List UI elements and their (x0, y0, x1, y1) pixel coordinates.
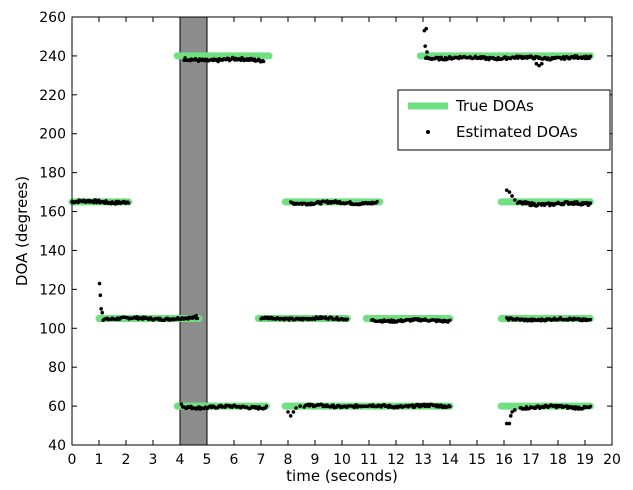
y-tick-label: 60 (48, 399, 66, 415)
y-axis-label: DOA (degrees) (13, 176, 31, 286)
estimated-doa-point (288, 414, 293, 418)
estimated-doa-point (504, 188, 509, 192)
x-tick-label: 11 (360, 452, 378, 468)
x-tick-label: 18 (549, 452, 567, 468)
legend-label-estimated-doa: Estimated DOAs (456, 123, 578, 141)
estimated-doa-point (98, 293, 103, 298)
estimated-doa-point (99, 307, 103, 311)
x-tick-label: 3 (149, 452, 158, 468)
estimated-doa-point (588, 317, 593, 322)
x-tick-label: 13 (414, 452, 432, 468)
estimated-doa-point (410, 403, 415, 407)
y-tick-label: 120 (39, 282, 66, 298)
estimated-doa-point (291, 410, 296, 414)
estimated-doa-point (504, 421, 509, 426)
estimated-doa-point (294, 406, 298, 410)
estimated-doa-point (448, 318, 452, 322)
y-tick-label: 240 (39, 49, 66, 65)
x-tick-label: 7 (257, 452, 266, 468)
estimated-doa-point (194, 313, 198, 318)
estimated-doa-point (423, 44, 427, 48)
x-tick-label: 12 (387, 452, 405, 468)
estimated-doa-point (513, 408, 517, 412)
estimated-doa-point (588, 404, 593, 409)
legend-label-true-doa: True DOAs (455, 97, 534, 115)
y-tick-label: 80 (48, 360, 66, 376)
estimated-doa-point (513, 198, 517, 202)
estimated-doa-point (100, 310, 105, 315)
estimated-doa-point (448, 404, 452, 409)
estimated-doa-point (91, 200, 96, 205)
y-tick-label: 200 (39, 127, 66, 143)
x-tick-label: 9 (311, 452, 320, 468)
y-tick-label: 100 (39, 321, 66, 337)
axes: 0 1 2 3 4 5 6 7 8 9 10 11 12 13 14 15 16 17 18 19 2040608010… (39, 10, 621, 468)
estimated-doa-point (508, 414, 513, 418)
estimated-doa-point (127, 201, 131, 205)
shaded-region-layer (179, 16, 208, 446)
x-tick-label: 6 (230, 452, 239, 468)
y-tick-label: 220 (39, 88, 66, 104)
estimated-doa-point (262, 59, 266, 64)
x-tick-label: 0 (68, 452, 77, 468)
estimated-doa-point (507, 421, 512, 426)
x-tick-label: 16 (495, 452, 513, 468)
x-tick-label: 15 (468, 452, 486, 468)
x-tick-label: 8 (284, 452, 293, 468)
estimated-doa-point (286, 410, 290, 414)
x-axis-label: time (seconds) (286, 467, 398, 485)
estimated-doa-point (179, 402, 184, 406)
estimated-doa-point (588, 54, 593, 58)
x-tick-label: 1 (95, 452, 104, 468)
estimated-doa-point (424, 26, 429, 31)
y-tick-label: 180 (39, 166, 66, 182)
plot-area (72, 17, 612, 445)
legend-swatch-estimated-doa (426, 130, 430, 134)
x-tick-label: 5 (203, 452, 212, 468)
estimated-doa-point (345, 317, 350, 321)
estimated-doa-point (425, 50, 429, 54)
estimated-doa-point (537, 63, 541, 68)
estimated-doa-point (527, 201, 531, 205)
estimated-doa-point (264, 404, 269, 408)
estimated-doa-layer (70, 26, 593, 426)
estimated-doa-point (507, 190, 512, 194)
estimated-doa-point (534, 61, 539, 66)
y-tick-label: 140 (39, 243, 66, 259)
legend-box (397, 89, 611, 151)
estimated-doa-point (510, 410, 514, 414)
y-tick-label: 260 (39, 10, 66, 26)
y-tick-label: 160 (39, 205, 66, 221)
estimated-doa-point (540, 61, 544, 66)
x-tick-label: 4 (176, 452, 185, 468)
legend: True DOAs Estimated DOAs (397, 89, 611, 151)
x-tick-label: 17 (522, 452, 540, 468)
x-tick-label: 10 (333, 452, 351, 468)
shaded-region (179, 16, 208, 446)
y-tick-label: 40 (48, 438, 66, 454)
x-tick-label: 20 (603, 452, 621, 468)
x-tick-label: 2 (122, 452, 131, 468)
estimated-doa-point (375, 199, 379, 204)
estimated-doa-point (97, 281, 102, 286)
x-tick-label: 19 (576, 452, 594, 468)
x-tick-label: 14 (441, 452, 459, 468)
estimated-doa-point (298, 404, 302, 408)
estimated-doa-point (588, 201, 593, 205)
estimated-doa-point (195, 316, 200, 321)
estimated-doa-point (510, 194, 514, 198)
plot-background (72, 17, 612, 445)
